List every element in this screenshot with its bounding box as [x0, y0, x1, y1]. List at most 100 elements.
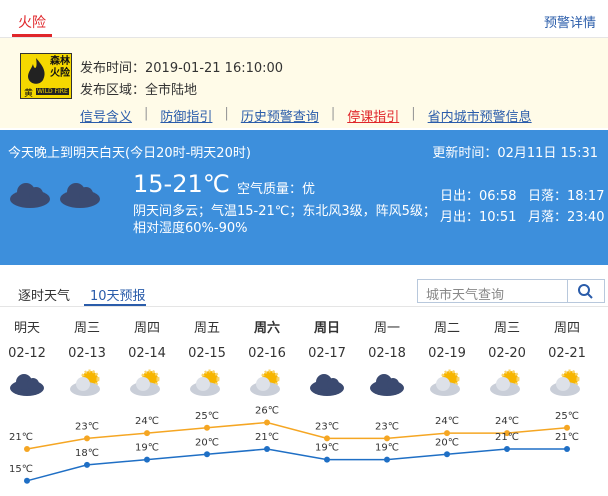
weather-icon — [550, 369, 580, 396]
day-name: 周日 — [314, 321, 340, 336]
separator: | — [330, 106, 336, 121]
moonset: 月落：23:40 — [528, 210, 605, 225]
low-point — [504, 446, 510, 452]
low-point — [384, 456, 390, 463]
high-point — [264, 419, 270, 426]
cloud — [27, 378, 39, 390]
flame — [28, 58, 45, 84]
search-button[interactable] — [567, 280, 604, 302]
day-name: 周二 — [434, 321, 460, 336]
divider — [0, 306, 608, 307]
low-label: 19℃ — [315, 443, 339, 454]
temp-range: 15-21℃ — [133, 170, 230, 198]
cloud — [196, 377, 210, 391]
high-point — [504, 430, 510, 437]
low-label: 21℃ — [495, 432, 519, 443]
tab-active[interactable]: 火险 — [18, 15, 46, 31]
icon-text: 森林 — [50, 56, 70, 67]
icon-english: WILD FIRE — [36, 88, 69, 95]
low-label: 21℃ — [555, 432, 579, 443]
weather-icon — [370, 374, 404, 396]
date: 02-21 — [548, 346, 586, 361]
day-name: 周一 — [374, 321, 400, 336]
weather-desc: 阴天间多云；气温15-21℃；东北风3级，阵风5级； — [133, 204, 436, 219]
high-label: 24℃ — [135, 416, 159, 427]
humidity: 相对湿度60%-90% — [133, 221, 248, 236]
date: 02-13 — [68, 346, 106, 361]
high-point — [204, 424, 210, 431]
today-panel: 今天晚上到明天白天(今日20时-明天20时) 更新时间：02月11日 15:31… — [0, 130, 608, 265]
tab-underline — [84, 304, 146, 306]
warning-link[interactable]: 信号含义 — [80, 110, 133, 125]
weather-icon — [250, 369, 280, 396]
day-name: 周四 — [554, 321, 580, 336]
cloud — [436, 377, 450, 391]
day-name: 周五 — [194, 321, 220, 336]
icon-level: 黄 — [24, 89, 34, 99]
separator: | — [411, 106, 416, 121]
search-placeholder: 城市天气查询 — [426, 288, 505, 303]
search-box[interactable]: 城市天气查询 — [417, 279, 605, 303]
warning-link[interactable]: 防御指引 — [160, 110, 213, 125]
high-label: 25℃ — [195, 411, 219, 422]
day-name: 周六 — [254, 320, 280, 336]
fire-icon: 森林 火险 黄 WILD FIRE — [20, 53, 72, 99]
high-point — [324, 435, 330, 442]
high-point — [564, 424, 570, 431]
warning-link[interactable]: 省内城市预警信息 — [427, 110, 532, 125]
publish-area: 发布区域：全市陆地 — [80, 83, 198, 98]
high-point — [24, 446, 30, 452]
high-point — [444, 430, 450, 437]
sunrise: 日出：06:58 — [440, 189, 517, 204]
cloud — [256, 377, 270, 391]
cloud — [136, 377, 150, 391]
weather-icon — [490, 369, 520, 396]
moonrise: 月出：10:51 — [440, 210, 517, 225]
hourly-tab[interactable]: 逐时天气 — [18, 289, 71, 304]
cloud — [327, 378, 339, 390]
low-point — [264, 446, 270, 452]
low-label: 15℃ — [9, 464, 33, 475]
date: 02-20 — [488, 346, 526, 361]
sunset: 日落：18:17 — [528, 189, 605, 204]
high-label: 24℃ — [435, 416, 459, 427]
low-point — [564, 446, 570, 452]
separator: | — [144, 106, 149, 121]
high-label: 24℃ — [495, 416, 519, 427]
cloud — [76, 377, 90, 391]
date: 02-12 — [8, 346, 46, 361]
day-name: 周三 — [494, 321, 520, 336]
weather-icon — [130, 369, 160, 396]
high-point — [384, 435, 390, 442]
low-label: 19℃ — [135, 443, 159, 454]
warning-panel — [0, 38, 608, 128]
warning-link[interactable]: 停课指引 — [347, 110, 400, 125]
weather-icon — [430, 369, 460, 396]
ten-day-tab[interactable]: 10天预报 — [90, 289, 146, 304]
warning-links: 信号含义 | 防御指引 | 历史预警查询 | 停课指引 | 省内城市预警信息 — [80, 106, 532, 125]
low-label: 21℃ — [255, 432, 279, 443]
day-name: 周三 — [74, 321, 100, 336]
warning-link[interactable]: 历史预警查询 — [240, 110, 319, 125]
high-label: 23℃ — [75, 421, 99, 432]
high-point — [144, 430, 150, 437]
cloud — [556, 377, 570, 391]
low-point — [204, 451, 210, 458]
weather-icon — [70, 369, 100, 396]
date: 02-17 — [308, 346, 346, 361]
date: 02-16 — [248, 346, 286, 361]
top-tabs — [0, 0, 608, 38]
today-icon — [10, 183, 100, 208]
high-label: 26℃ — [255, 406, 279, 417]
high-point — [84, 435, 90, 442]
low-line — [26, 448, 567, 482]
warning-detail-link[interactable]: 预警详情 — [543, 16, 596, 31]
low-label: 20℃ — [435, 437, 459, 448]
date: 02-19 — [428, 346, 466, 361]
day-name: 周四 — [134, 321, 160, 336]
weather-icon — [10, 374, 44, 396]
tab-underline — [12, 34, 52, 37]
update-time: 更新时间：02月11日 15:31 — [432, 146, 598, 161]
air-quality: 空气质量：优 — [237, 182, 316, 197]
